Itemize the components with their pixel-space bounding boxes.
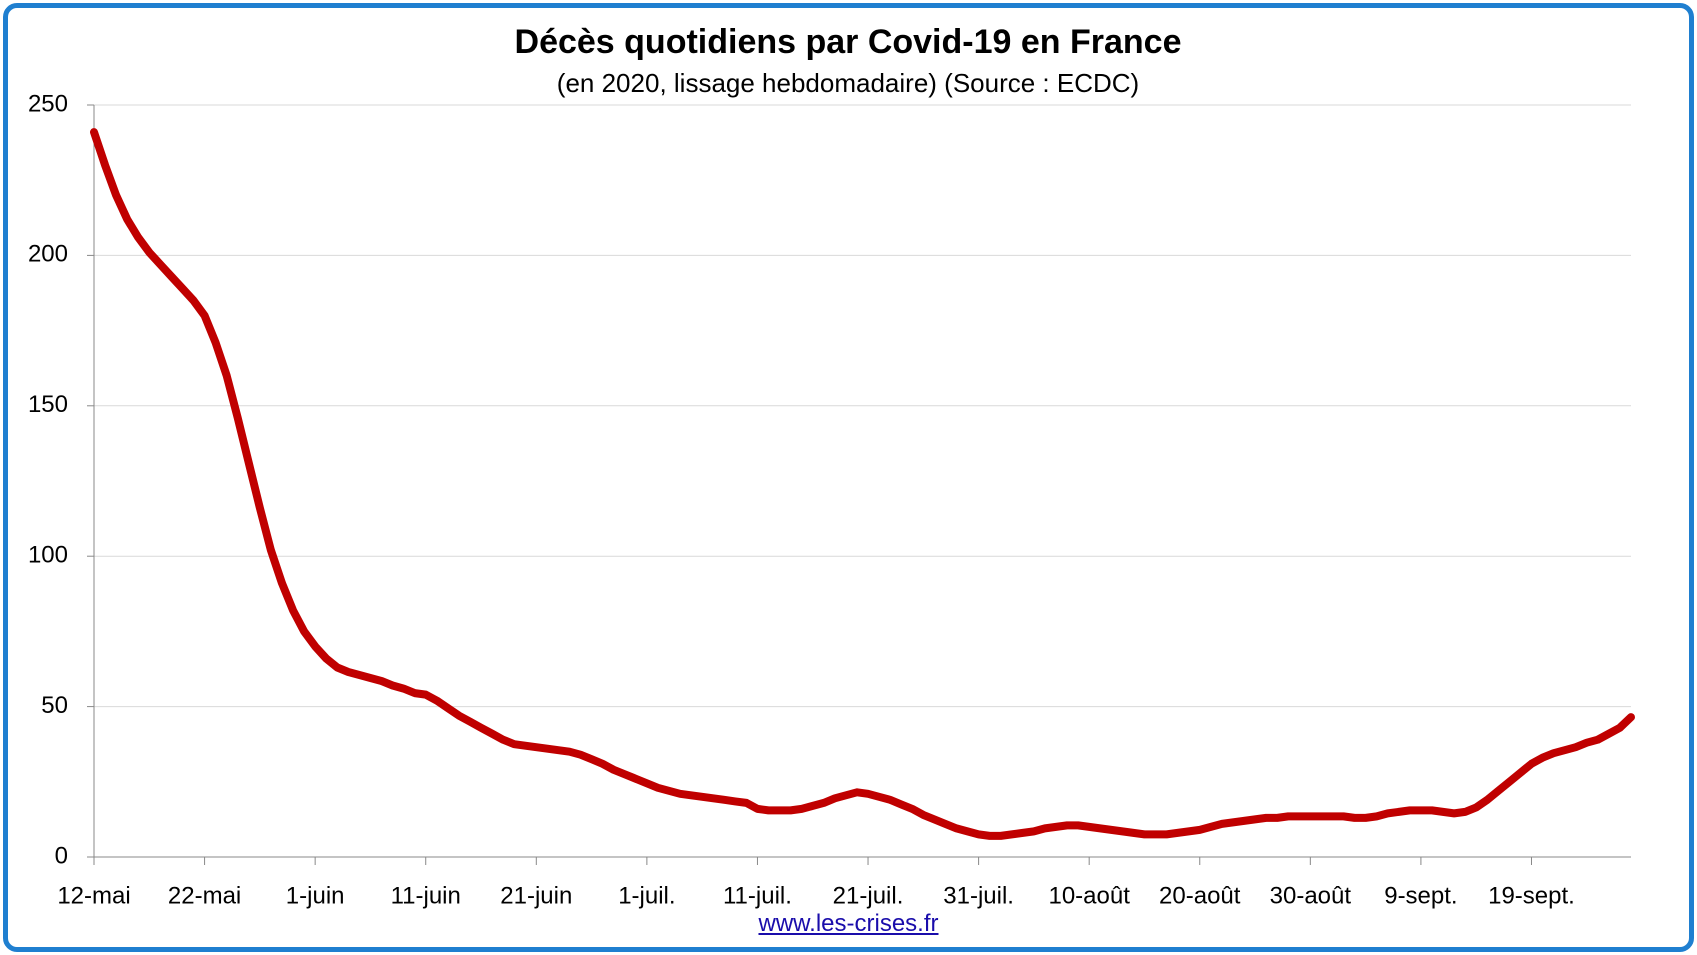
x-tick-label: 21-juin	[500, 882, 572, 909]
x-tick-label: 1-juin	[286, 882, 345, 909]
chart-subtitle: (en 2020, lissage hebdomadaire) (Source …	[557, 68, 1139, 98]
y-tick-label: 50	[41, 692, 68, 719]
x-tick-label: 20-août	[1159, 882, 1241, 909]
y-tick-label: 200	[28, 241, 68, 268]
data-line	[90, 128, 1635, 840]
x-tick-label: 10-août	[1048, 882, 1130, 909]
x-tick-label: 31-juil.	[943, 882, 1014, 909]
y-tick-label: 150	[28, 391, 68, 418]
source-link[interactable]: www.les-crises.fr	[758, 910, 939, 937]
source-wrap: www.les-crises.fr	[0, 910, 1697, 938]
x-tick-label: 9-sept.	[1384, 882, 1457, 909]
x-tick-label: 11-juil.	[723, 882, 792, 909]
x-tick-label: 30-août	[1270, 882, 1352, 909]
x-tick-label: 11-juin	[391, 882, 461, 909]
y-tick-label: 100	[28, 542, 68, 569]
y-tick-label: 250	[28, 90, 68, 117]
x-tick-label: 22-mai	[168, 882, 241, 909]
y-tick-label: 0	[55, 842, 68, 869]
x-tick-label: 12-mai	[57, 882, 130, 909]
x-tick-label: 19-sept.	[1488, 882, 1575, 909]
x-tick-label: 21-juil.	[833, 882, 904, 909]
frame	[3, 3, 1694, 952]
x-tick-label: 1-juil.	[618, 882, 675, 909]
chart-title: Décès quotidiens par Covid-19 en France	[515, 23, 1182, 61]
